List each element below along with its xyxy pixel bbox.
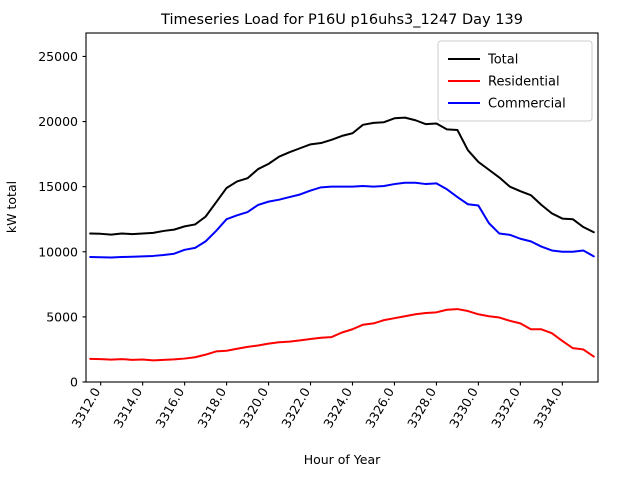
legend-label-residential: Residential bbox=[488, 75, 560, 90]
y-axis-ticks: 0 5000 10000 15000 20000 25000 bbox=[38, 49, 86, 390]
legend-background bbox=[437, 40, 593, 122]
data-series-group bbox=[89, 116, 595, 362]
series-line-commercial bbox=[89, 181, 595, 259]
y-axis-label: kW total bbox=[4, 181, 19, 233]
series-line-residential bbox=[89, 308, 595, 362]
y-tick-label: 5000 bbox=[46, 309, 78, 324]
x-axis-label: Hour of Year bbox=[304, 452, 381, 467]
y-tick-label: 0 bbox=[70, 375, 78, 390]
y-tick-label: 10000 bbox=[38, 244, 78, 259]
chart-title: Timeseries Load for P16U p16uhs3_1247 Da… bbox=[160, 12, 523, 28]
y-tick-label: 20000 bbox=[38, 114, 78, 129]
legend-label-commercial: Commercial bbox=[488, 97, 566, 112]
plot-area-frame bbox=[85, 32, 599, 383]
legend-label-total: Total bbox=[487, 53, 518, 68]
series-line-total bbox=[89, 116, 595, 236]
y-tick-label: 25000 bbox=[38, 49, 78, 64]
y-tick-label: 15000 bbox=[38, 179, 78, 194]
chart-legend[interactable]: Total Residential Commercial bbox=[437, 40, 593, 122]
